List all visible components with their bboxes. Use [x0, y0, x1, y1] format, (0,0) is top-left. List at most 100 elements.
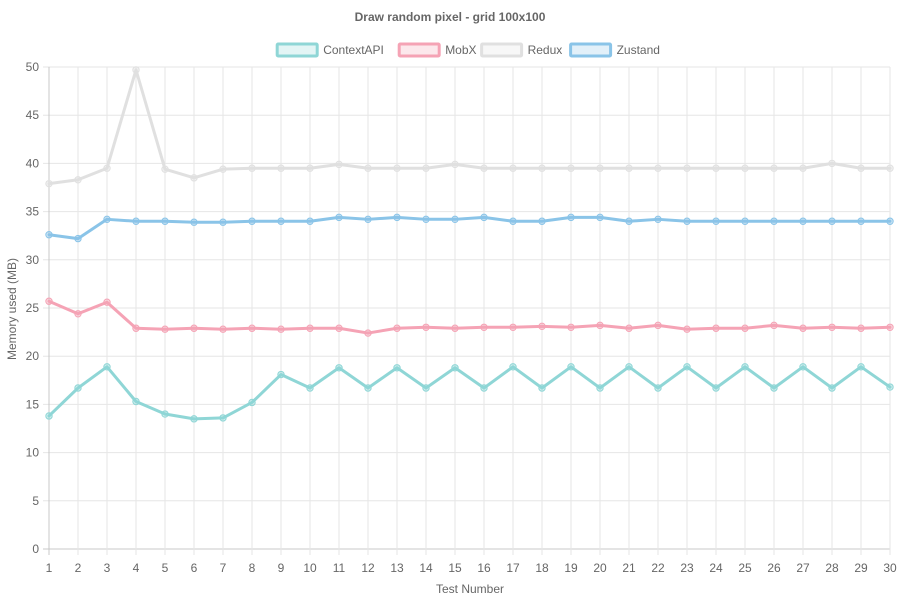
data-point[interactable] — [451, 324, 459, 332]
data-point[interactable] — [45, 179, 53, 188]
legend-item-redux[interactable]: Redux — [480, 42, 563, 58]
data-point[interactable] — [799, 363, 807, 371]
data-point[interactable] — [451, 364, 459, 372]
data-point[interactable] — [683, 363, 691, 371]
data-point[interactable] — [886, 383, 894, 391]
data-point[interactable] — [190, 324, 198, 332]
data-point[interactable] — [364, 329, 372, 337]
data-point[interactable] — [335, 324, 343, 332]
data-point[interactable] — [509, 217, 517, 225]
data-point[interactable] — [132, 66, 140, 74]
data-point[interactable] — [741, 324, 749, 332]
data-point[interactable] — [828, 384, 836, 392]
data-point[interactable] — [683, 217, 691, 225]
data-point[interactable] — [509, 164, 517, 172]
data-point[interactable] — [712, 384, 720, 392]
data-point[interactable] — [509, 323, 517, 331]
data-point[interactable] — [219, 414, 227, 422]
data-point[interactable] — [886, 217, 894, 225]
data-point[interactable] — [190, 415, 198, 423]
data-point[interactable] — [683, 164, 691, 172]
data-point[interactable] — [480, 384, 488, 392]
legend[interactable]: ContextAPI MobX Redux Zustand — [275, 42, 660, 58]
legend-item-contextapi[interactable]: ContextAPI — [275, 42, 384, 58]
data-point[interactable] — [335, 160, 343, 169]
data-point[interactable] — [625, 324, 633, 332]
data-point[interactable] — [480, 323, 488, 331]
data-point[interactable] — [219, 325, 227, 333]
data-point[interactable] — [886, 164, 894, 172]
data-point[interactable] — [393, 364, 401, 372]
data-point[interactable] — [770, 164, 778, 172]
data-point[interactable] — [74, 234, 82, 243]
data-point[interactable] — [364, 384, 372, 392]
data-point[interactable] — [161, 165, 169, 173]
data-point[interactable] — [335, 364, 343, 372]
data-point[interactable] — [654, 384, 662, 392]
data-point[interactable] — [248, 398, 256, 407]
data-point[interactable] — [886, 323, 894, 331]
data-point[interactable] — [799, 217, 807, 225]
data-point[interactable] — [393, 213, 401, 222]
data-point[interactable] — [480, 213, 488, 222]
data-point[interactable] — [132, 217, 140, 225]
data-point[interactable] — [625, 164, 633, 172]
data-point[interactable] — [306, 217, 314, 225]
data-point[interactable] — [277, 325, 285, 333]
data-point[interactable] — [190, 218, 198, 226]
data-point[interactable] — [770, 384, 778, 392]
data-point[interactable] — [277, 164, 285, 172]
data-point[interactable] — [712, 324, 720, 332]
data-point[interactable] — [248, 217, 256, 225]
data-point[interactable] — [799, 164, 807, 172]
data-point[interactable] — [857, 217, 865, 225]
data-point[interactable] — [683, 325, 691, 333]
data-point[interactable] — [480, 164, 488, 172]
data-point[interactable] — [538, 217, 546, 225]
data-point[interactable] — [306, 324, 314, 332]
data-point[interactable] — [277, 217, 285, 225]
data-point[interactable] — [45, 231, 53, 239]
data-point[interactable] — [567, 213, 575, 222]
data-point[interactable] — [625, 363, 633, 371]
data-point[interactable] — [248, 324, 256, 332]
data-point[interactable] — [741, 164, 749, 172]
data-point[interactable] — [509, 363, 517, 371]
data-point[interactable] — [712, 217, 720, 225]
data-point[interactable] — [857, 164, 865, 172]
data-point[interactable] — [103, 298, 111, 306]
data-point[interactable] — [625, 217, 633, 225]
data-point[interactable] — [828, 159, 836, 168]
data-point[interactable] — [393, 164, 401, 172]
data-point[interactable] — [538, 164, 546, 172]
data-point[interactable] — [103, 215, 111, 224]
data-point[interactable] — [857, 363, 865, 371]
data-point[interactable] — [654, 215, 662, 224]
data-point[interactable] — [596, 213, 604, 222]
data-point[interactable] — [422, 384, 430, 392]
data-point[interactable] — [306, 164, 314, 172]
data-point[interactable] — [161, 217, 169, 225]
data-point[interactable] — [451, 160, 459, 169]
data-point[interactable] — [161, 325, 169, 333]
data-point[interactable] — [74, 176, 82, 184]
data-point[interactable] — [654, 321, 662, 330]
data-point[interactable] — [103, 164, 111, 172]
data-point[interactable] — [103, 363, 111, 371]
data-point[interactable] — [45, 297, 53, 305]
data-point[interactable] — [364, 164, 372, 172]
data-point[interactable] — [828, 323, 836, 331]
data-point[interactable] — [45, 412, 53, 420]
data-point[interactable] — [422, 323, 430, 331]
data-point[interactable] — [335, 213, 343, 222]
data-point[interactable] — [538, 384, 546, 392]
data-point[interactable] — [654, 164, 662, 172]
data-point[interactable] — [277, 370, 285, 379]
data-point[interactable] — [596, 321, 604, 330]
data-point[interactable] — [422, 164, 430, 172]
data-point[interactable] — [712, 164, 720, 172]
data-point[interactable] — [828, 217, 836, 225]
data-point[interactable] — [799, 324, 807, 332]
data-point[interactable] — [422, 215, 430, 224]
data-point[interactable] — [770, 321, 778, 330]
